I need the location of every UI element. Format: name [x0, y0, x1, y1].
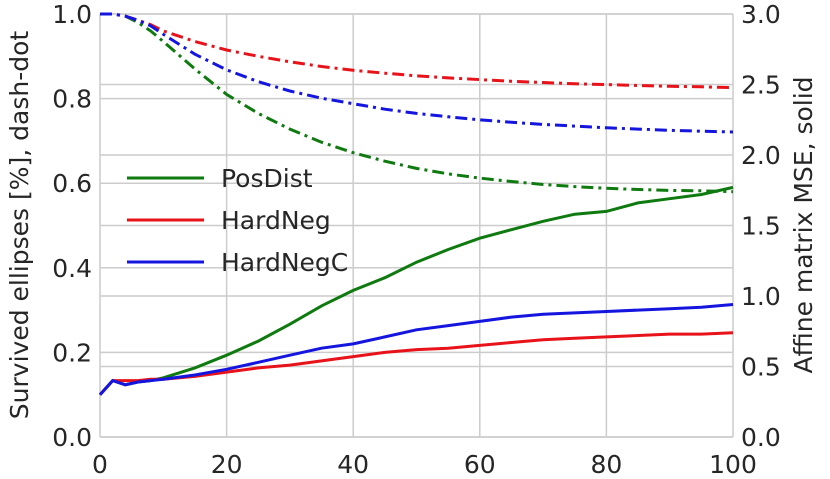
y-right-tick-label: 2.5 — [741, 71, 781, 100]
y-left-tick-label: 0.6 — [52, 169, 92, 198]
posdist-survived-dashdot-line — [100, 12, 734, 194]
x-tick-label: 60 — [464, 450, 496, 479]
hardneg-survived-dashdot-line — [100, 12, 734, 90]
legend-label-hardneg: HardNeg — [221, 206, 331, 235]
y-right-tick-label: 2.0 — [741, 141, 781, 170]
left-y-axis-label: Survived ellipses [%], dash-dot — [5, 31, 34, 420]
series-lines — [98, 12, 734, 396]
y-left-tick-label: 0.4 — [52, 254, 92, 283]
y-left-tick-label: 0.2 — [52, 338, 92, 367]
hardnegc-mse-solid-line — [98, 303, 734, 396]
x-tick-label: 40 — [337, 450, 369, 479]
hardnegc-survived-dashdot-line — [100, 12, 734, 134]
y-right-tick-label: 0.0 — [741, 423, 781, 452]
x-tick-label: 80 — [590, 450, 622, 479]
x-axis-ticks: 0 20 40 60 80 100 — [92, 450, 757, 479]
y-right-tick-label: 1.0 — [741, 282, 781, 311]
y-left-tick-label: 1.0 — [52, 0, 92, 29]
legend-label-hardnegc: HardNegC — [221, 248, 348, 277]
legend: PosDist HardNeg HardNegC — [127, 164, 348, 277]
x-tick-label: 100 — [709, 450, 757, 479]
y-left-tick-label: 0.0 — [52, 423, 92, 452]
right-y-axis-ticks: 0.0 0.5 1.0 1.5 2.0 2.5 3.0 — [741, 0, 781, 452]
left-y-axis-ticks: 0.0 0.2 0.4 0.6 0.8 1.0 — [52, 0, 92, 452]
x-tick-label: 20 — [211, 450, 243, 479]
y-right-tick-label: 3.0 — [741, 0, 781, 29]
right-y-axis-label: Affine matrix MSE, solid — [789, 76, 818, 373]
y-right-tick-label: 1.5 — [741, 212, 781, 241]
legend-label-posdist: PosDist — [221, 164, 313, 193]
y-right-tick-label: 0.5 — [741, 353, 781, 382]
y-left-tick-label: 0.8 — [52, 85, 92, 114]
gridlines — [99, 13, 734, 438]
x-tick-label: 0 — [92, 450, 108, 479]
